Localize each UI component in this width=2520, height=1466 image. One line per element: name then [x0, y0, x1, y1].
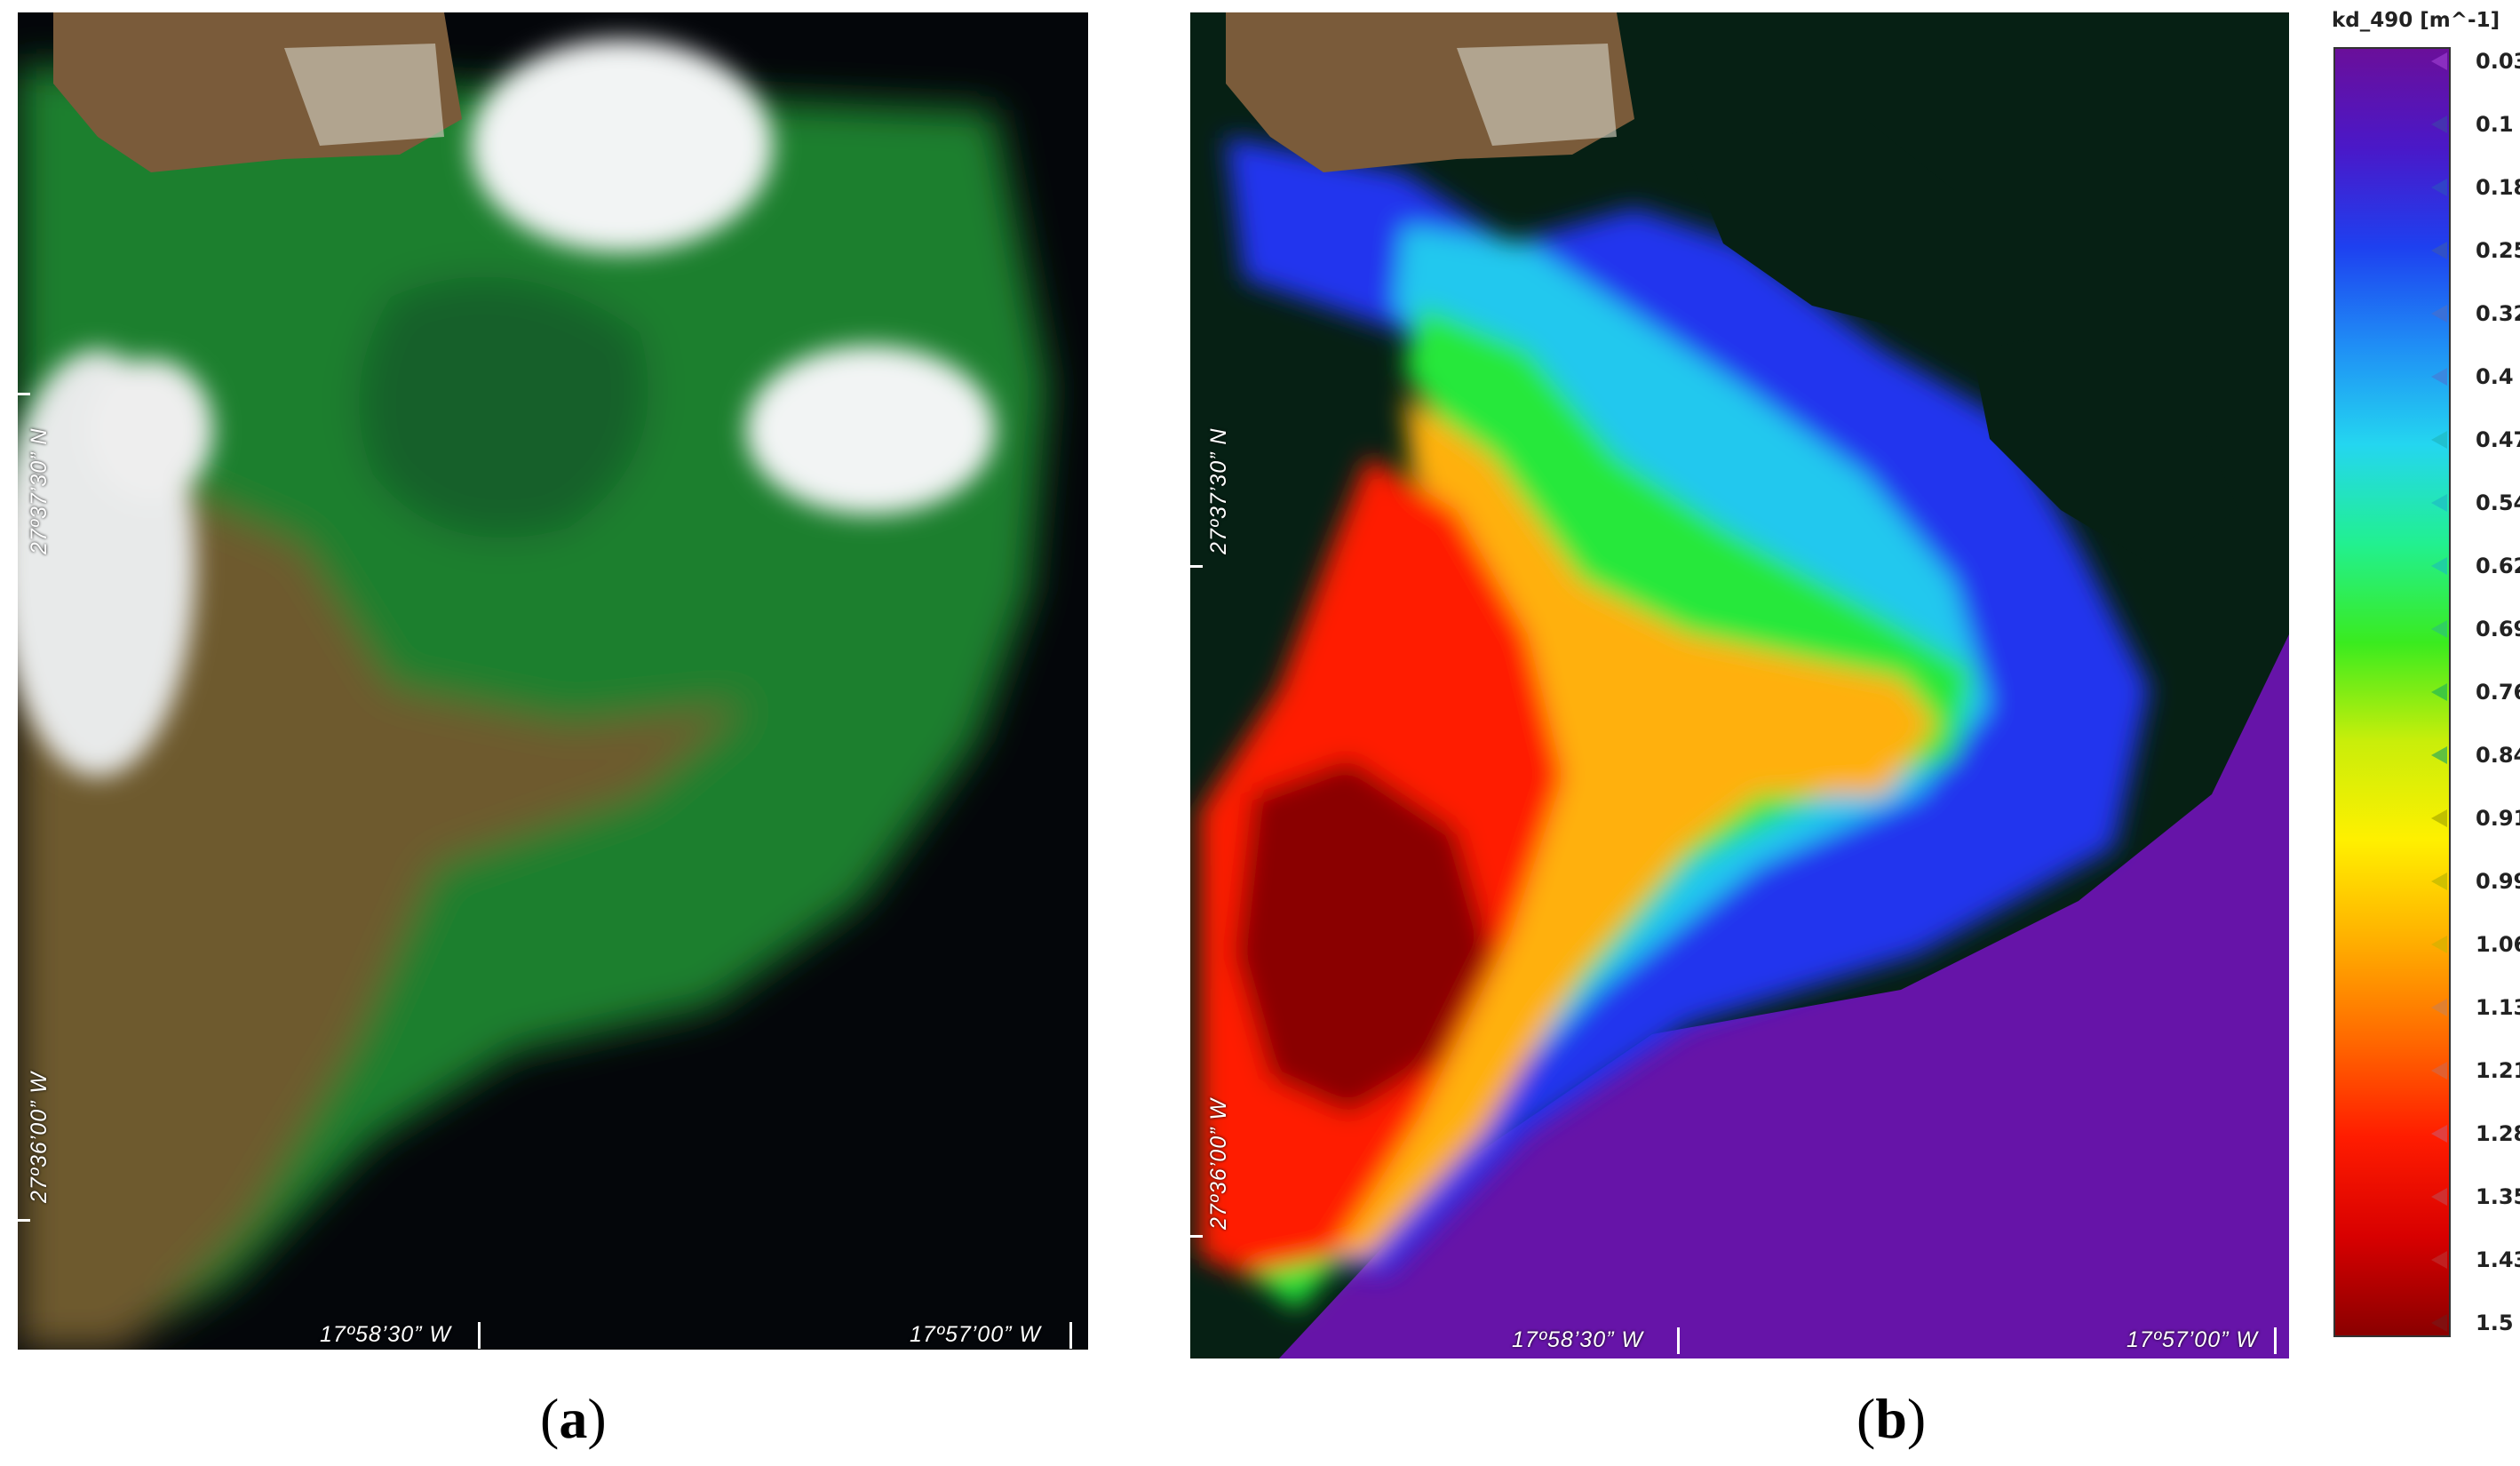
legend-tick-label: 0.18 [2476, 175, 2520, 200]
cloud-mask [1688, 119, 1990, 332]
legend-tick-label: 1.21 [2476, 1058, 2520, 1083]
cloud-mask [1972, 332, 2238, 563]
true-color-satellite-map [18, 12, 1088, 1350]
dark-green-eddy [359, 276, 648, 538]
town [1457, 44, 1617, 146]
legend-tick-arrow [2431, 368, 2447, 386]
legend-tick-label: 0.54 [2476, 490, 2520, 515]
satellite-image-panel-a: 27º37’30” N 27º36’00” W 17º58’30” W 17º5… [18, 12, 1088, 1350]
kd490-map-panel-b: 27º37’30” N 27º36’00” W 17º58’30” W 17º5… [1190, 12, 2289, 1358]
panel-label-b: (b) [1856, 1387, 1927, 1450]
legend-tick-label: 0.4 [2476, 364, 2514, 389]
legend-tick-label: 1.35 [2476, 1184, 2520, 1209]
town [284, 44, 444, 146]
legend-tick-label: 0.1 [2476, 112, 2514, 137]
kd490-heatmap [1190, 12, 2289, 1358]
legend-tick-arrow [2431, 557, 2447, 575]
longitude-label-west: 17º58’30” W [1512, 1327, 1643, 1352]
latitude-label-north: 27º37’30” N [27, 427, 52, 554]
lat-tick [18, 1219, 30, 1222]
legend-tick-arrow [2431, 52, 2447, 70]
legend-tick-arrow [2431, 1125, 2447, 1143]
legend-tick-label: 0.32 [2476, 301, 2520, 326]
legend-tick-arrow [2431, 1314, 2447, 1332]
lat-tick [1190, 565, 1203, 568]
latitude-label-south: 27º36’00” W [27, 1072, 52, 1203]
legend-tick-label: 1.06 [2476, 932, 2520, 957]
cloud [471, 39, 773, 252]
legend-tick-arrow [2431, 1062, 2447, 1080]
legend-tick-label: 0.84 [2476, 743, 2520, 768]
longitude-label-east: 17º57’00” W [2126, 1327, 2258, 1352]
legend-tick-arrow [2431, 872, 2447, 890]
legend-tick-arrow [2431, 809, 2447, 827]
lat-tick [1190, 1235, 1203, 1238]
legend-tick-arrow [2431, 179, 2447, 196]
longitude-label-west: 17º58’30” W [320, 1322, 451, 1347]
lon-tick [1677, 1327, 1680, 1354]
legend-tick-arrow [2431, 116, 2447, 133]
lon-tick [2274, 1327, 2277, 1354]
brown-sediment-plume [18, 483, 746, 1350]
legend-tick-label: 0.25 [2476, 238, 2520, 263]
legend-tick-label: 1.13 [2476, 995, 2520, 1020]
legend-tick-arrow [2431, 1188, 2447, 1206]
legend-tick-label: 1.43 [2476, 1247, 2520, 1272]
legend-tick-label: 0.99 [2476, 869, 2520, 894]
legend-tick-arrow [2431, 305, 2447, 323]
legend-tick-label: 0.91 [2476, 806, 2520, 831]
legend-tick-arrow [2431, 1251, 2447, 1269]
dark-red-core [1235, 759, 1492, 1114]
lon-tick [1069, 1322, 1072, 1349]
legend-tick-label: 0.69 [2476, 617, 2520, 641]
legend-tick-arrow [2431, 683, 2447, 701]
legend-tick-label: 0.47 [2476, 427, 2520, 452]
cloud [89, 359, 213, 501]
legend-title: kd_490 [m^-1] [2332, 9, 2500, 32]
kd490-legend: kd_490 [m^-1] 0.03 0.1 0.18 0.25 0.32 0.4 0.47… [2332, 9, 2520, 1364]
legend-tick-arrow [2431, 242, 2447, 259]
latitude-label-south: 27º36’00” W [1206, 1098, 1231, 1230]
legend-tick-label: 0.03 [2476, 49, 2520, 74]
blue-zone [1226, 137, 2150, 1274]
legend-tick-label: 1.28 [2476, 1121, 2520, 1146]
legend-tick-label: 0.76 [2476, 680, 2520, 705]
legend-tick-label: 1.5 [2476, 1311, 2514, 1335]
cloud [746, 346, 995, 514]
panel-label-a: (a) [540, 1387, 607, 1450]
legend-tick-arrow [2431, 494, 2447, 512]
legend-tick-arrow [2431, 999, 2447, 1016]
legend-tick-arrow [2431, 620, 2447, 638]
legend-tick-arrow [2431, 936, 2447, 953]
lat-tick [18, 393, 30, 395]
latitude-label-north: 27º37’30” N [1206, 427, 1231, 554]
low-kd-open-ocean [1279, 66, 2289, 1358]
legend-tick-arrow [2431, 431, 2447, 449]
legend-tick-arrow [2431, 746, 2447, 764]
lon-tick [478, 1322, 481, 1349]
longitude-label-east: 17º57’00” W [910, 1322, 1041, 1347]
legend-tick-label: 0.62 [2476, 554, 2520, 578]
